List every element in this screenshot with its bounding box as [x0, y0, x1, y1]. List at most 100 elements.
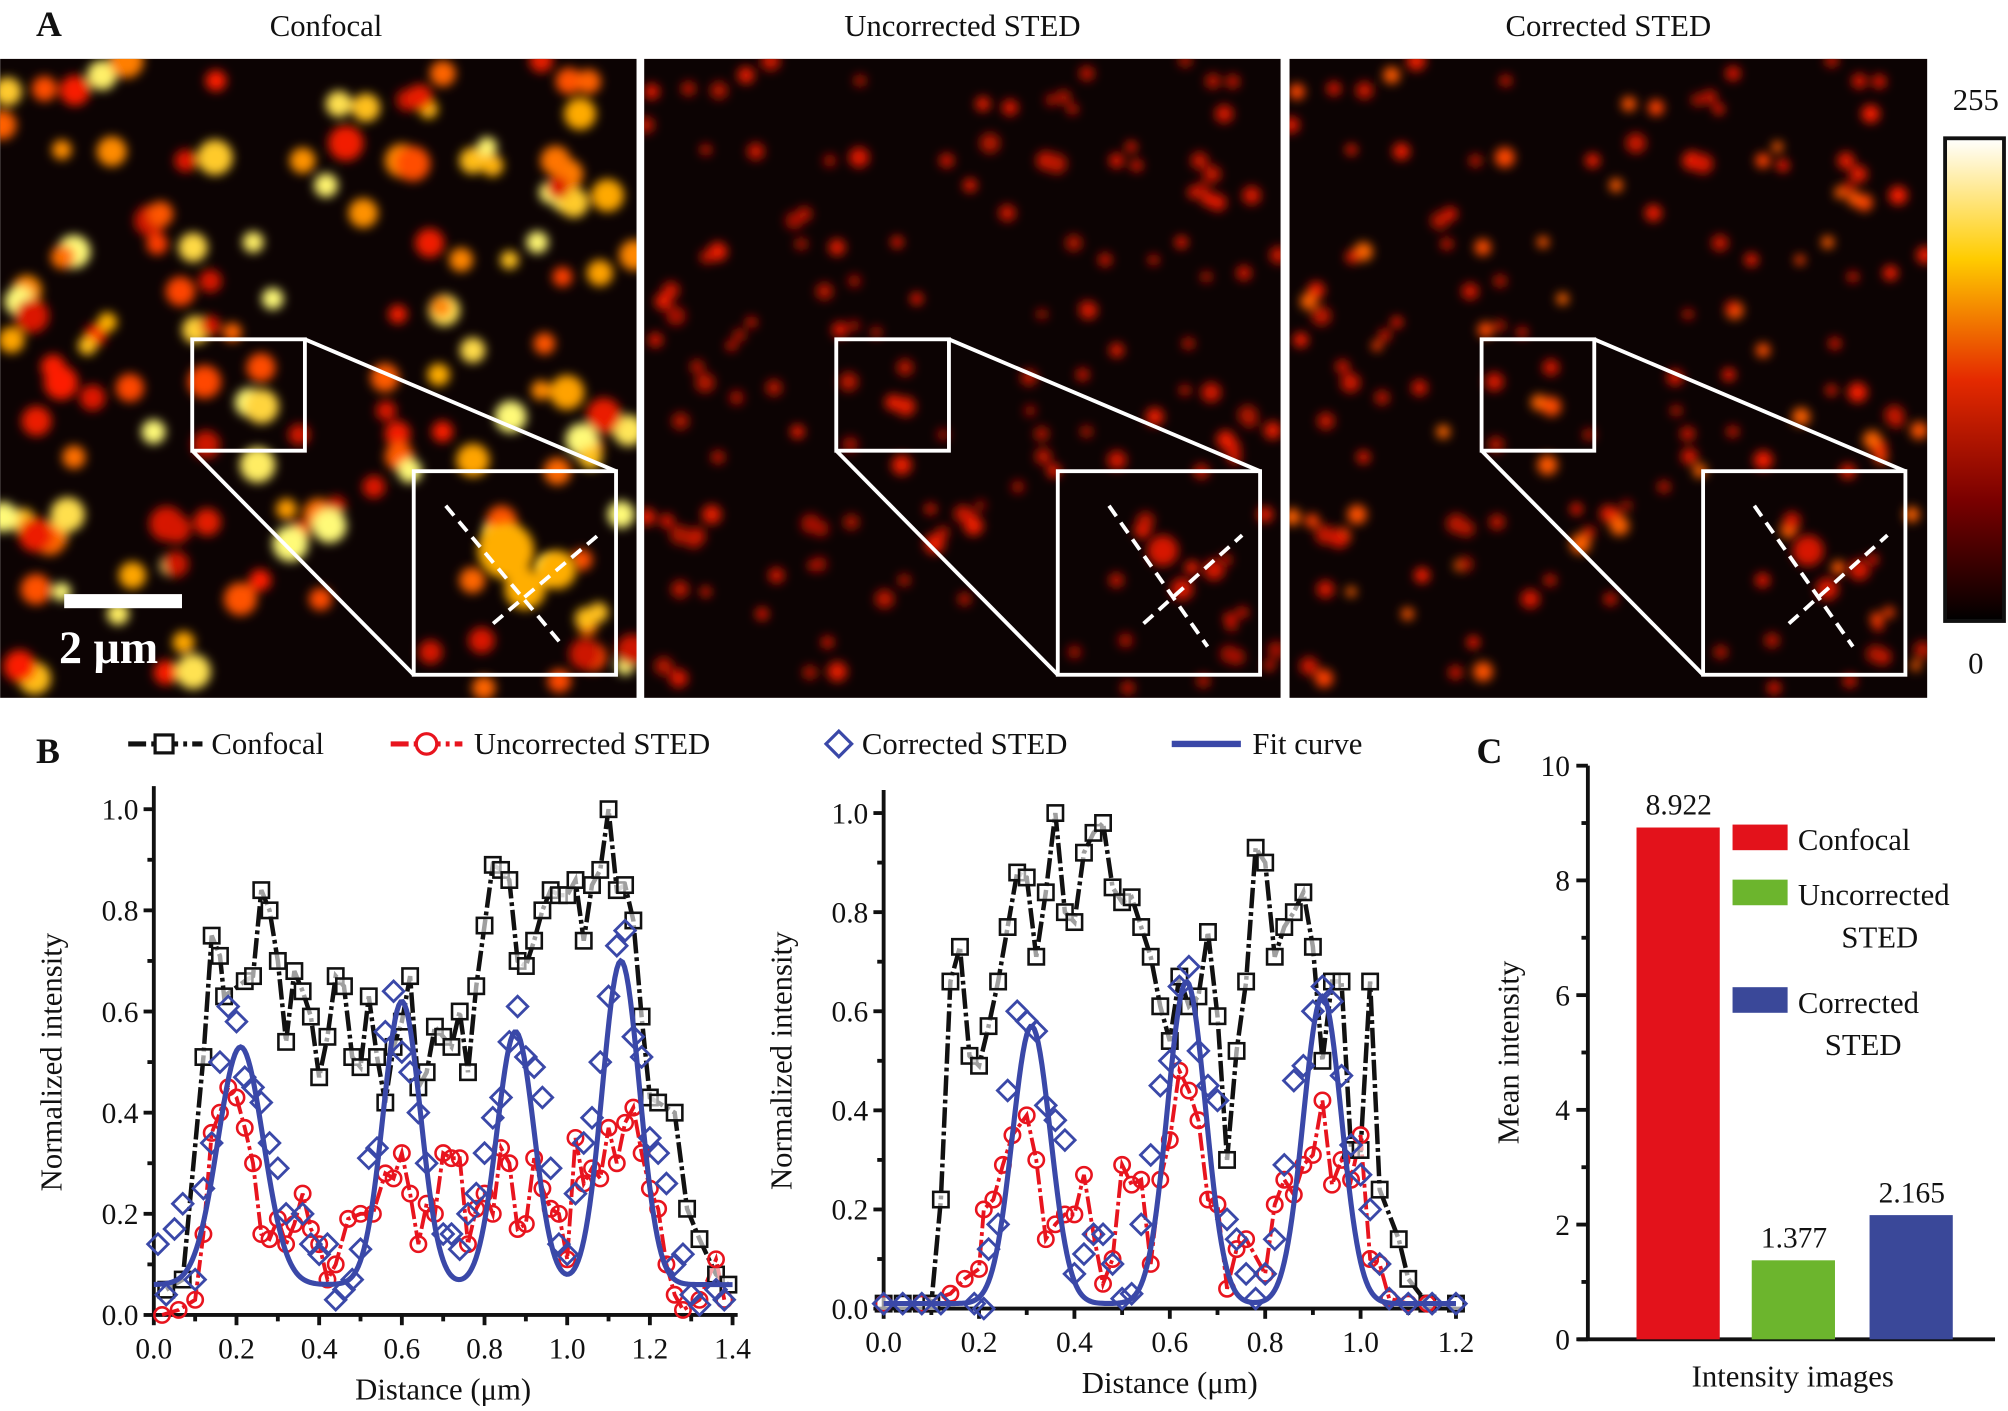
corrected-point: [1138, 1142, 1163, 1168]
corrected-point: [1109, 1286, 1135, 1311]
corrected-point: [315, 1231, 340, 1257]
uncorrected-point: [1303, 1145, 1322, 1164]
fluorescent-spot: [953, 505, 972, 523]
corrected-point: [1262, 1226, 1287, 1252]
fluorescent-spot: [172, 631, 195, 654]
fluorescent-spot: [109, 58, 144, 78]
fluorescent-spot: [1108, 572, 1124, 588]
fluorescent-spot: [549, 375, 585, 410]
corrected-point: [323, 1287, 348, 1313]
confocal-point: [1256, 853, 1275, 872]
corrected-point: [240, 1075, 266, 1100]
y-axis-label: Normalized intensity: [764, 931, 798, 1190]
fluorescent-spot: [205, 70, 227, 92]
fluorescent-spot: [1625, 133, 1647, 154]
confocal-point: [566, 871, 585, 889]
x-tick-label: 1.0: [1342, 1327, 1379, 1359]
confocal-point: [1103, 878, 1122, 897]
colorbar-max-label: 255: [1953, 83, 1999, 117]
uncorrected-point: [392, 1144, 411, 1163]
roi-box: [190, 337, 307, 453]
confocal-point: [970, 1056, 988, 1075]
fluorescent-spot: [607, 500, 635, 529]
fluorescent-spot: [1882, 265, 1898, 281]
fluorescent-spot: [325, 90, 352, 118]
fit-curve: [883, 978, 1456, 1307]
corrected-point: [928, 1291, 954, 1316]
fluorescent-spot: [50, 497, 85, 532]
fluorescent-spot: [418, 640, 443, 664]
fluorescent-spot: [1726, 425, 1739, 438]
fluorescent-spot: [729, 390, 744, 405]
legend-label: Uncorrected STED: [474, 727, 710, 761]
corrected-point: [1224, 1226, 1249, 1252]
confocal-point: [1199, 923, 1217, 941]
confocal-point: [368, 1048, 387, 1066]
corrected-point: [1052, 1127, 1078, 1153]
fluorescent-spot: [312, 508, 347, 543]
fluorescent-spot: [711, 450, 725, 464]
panel-title: Confocal: [270, 9, 383, 43]
fluorescent-spot: [1109, 153, 1125, 169]
legend-b: Confocal Uncorrected STED Corrected STED…: [128, 727, 1362, 761]
corrected-point: [687, 1292, 712, 1318]
fluorescent-spot: [1046, 153, 1067, 174]
legend-item-confocal: Confocal: [128, 727, 324, 761]
fluorescent-spot: [891, 236, 904, 249]
fluorescent-spot: [1383, 66, 1401, 84]
fluorescent-spot: [1267, 640, 1281, 660]
legend-label: Confocal: [211, 727, 324, 761]
corrected-point: [995, 1078, 1020, 1103]
fluorescent-spot: [1201, 382, 1221, 403]
fluorescent-spot: [924, 503, 937, 515]
corrected-point: [170, 1191, 195, 1216]
fluorescent-spot: [1178, 58, 1193, 68]
y-tick-label: 0.6: [102, 997, 139, 1029]
uncorrected-point: [475, 1184, 494, 1203]
fluorescent-spot: [1499, 74, 1512, 87]
confocal-point: [516, 957, 535, 975]
fluorescent-spot: [468, 627, 495, 654]
inset-spot: [504, 568, 546, 610]
fluorescent-spot: [1855, 193, 1873, 212]
fluorescent-spot: [0, 110, 17, 140]
uncorrected-point: [1074, 1165, 1093, 1184]
legend-label: STED: [1825, 1028, 1902, 1062]
fluorescent-spot: [1469, 154, 1482, 168]
inset-spot: [1147, 535, 1179, 567]
mean-intensity-bar-chart: 0 2 4 6 8 10 8.922 1.377 2.165 Confocal Uncorrecte…: [1492, 751, 1996, 1394]
fluorescent-spot: [1722, 368, 1736, 382]
corrected-point: [472, 1140, 497, 1166]
corrected-point: [662, 1252, 687, 1277]
uncorrected-point: [450, 1149, 469, 1168]
fluorescent-spot: [249, 569, 272, 592]
fluorescent-spot: [0, 501, 18, 533]
zoom-inset: [834, 337, 1263, 677]
confocal-point: [442, 1037, 461, 1056]
confocal-point: [335, 977, 353, 996]
confocal-point: [1246, 838, 1265, 857]
fluorescent-spot: [1289, 508, 1301, 526]
fluorescent-spot: [1910, 660, 1922, 671]
colorbar-min-label: 0: [1968, 646, 1983, 680]
fluorescent-spot: [671, 580, 689, 599]
zoom-inset: [1479, 337, 1908, 677]
uncorrected-point: [293, 1184, 312, 1203]
fluorescent-spot: [1355, 81, 1374, 100]
corrected-point: [340, 1267, 365, 1292]
fluorescent-spot: [546, 176, 569, 199]
fluorescent-spot: [531, 380, 551, 400]
corrected-point: [1252, 1261, 1278, 1287]
fluorescent-spot: [701, 504, 722, 525]
fluorescent-spot: [115, 373, 145, 402]
fluorescent-spot: [1783, 512, 1801, 530]
y-axis-label: Normalized intensity: [35, 932, 69, 1191]
legend-label: Confocal: [1798, 823, 1911, 857]
fluorescent-spot: [59, 75, 91, 106]
fluorescent-spot: [1442, 206, 1458, 222]
fluorescent-spot: [1847, 271, 1859, 283]
uncorrected-point: [1113, 1155, 1132, 1174]
fluorescent-spot: [0, 77, 22, 106]
fluorescent-spot: [875, 589, 895, 609]
fluorescent-spot: [351, 93, 381, 122]
